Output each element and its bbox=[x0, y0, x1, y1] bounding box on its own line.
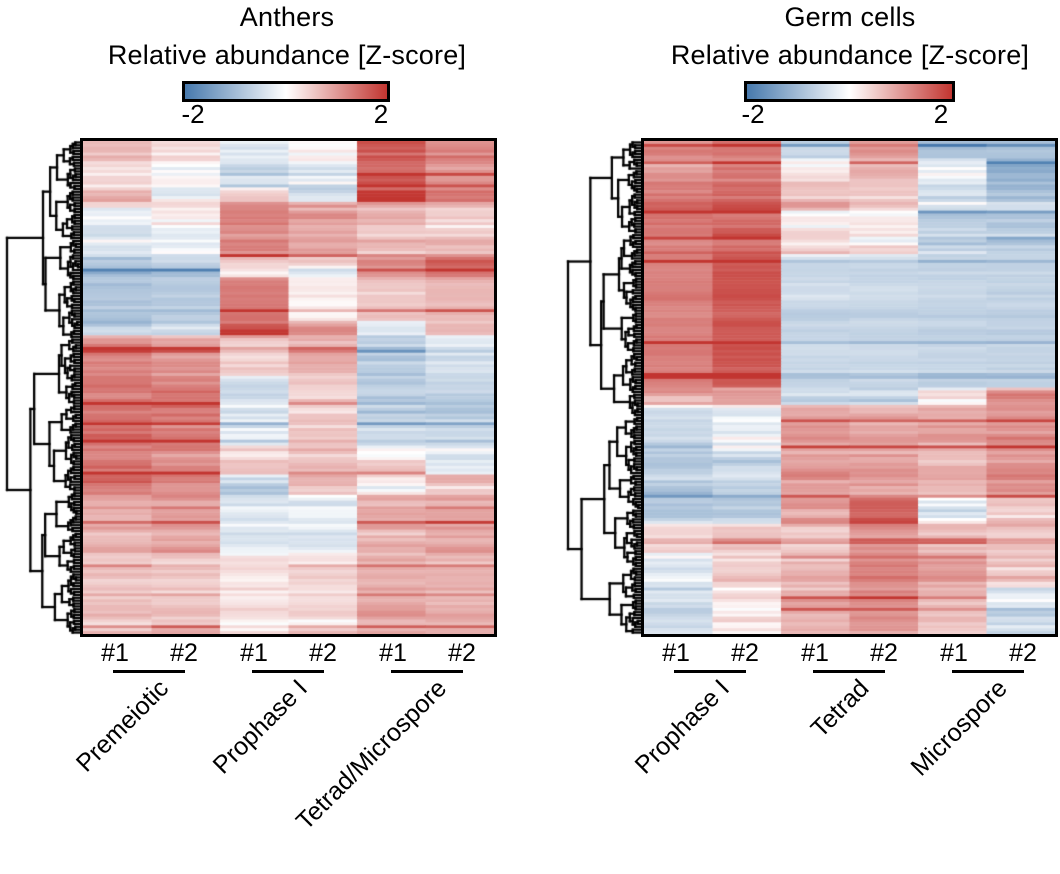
replicate-label: #2 bbox=[309, 639, 337, 667]
replicate-label: #1 bbox=[379, 639, 407, 667]
group-underline bbox=[813, 670, 885, 673]
colorbar-title: Relative abundance [Z-score] bbox=[107, 40, 467, 70]
panel-title: Anthers bbox=[239, 2, 335, 32]
replicate-label: #2 bbox=[1009, 639, 1037, 667]
group-underline bbox=[952, 670, 1024, 673]
replicate-label: #1 bbox=[101, 639, 129, 667]
group-underline bbox=[391, 670, 463, 673]
group-label: Prophase I bbox=[629, 674, 735, 780]
colorbar-title: Relative abundance [Z-score] bbox=[670, 40, 1030, 70]
row-dendrogram bbox=[564, 138, 641, 637]
group-label: Microspore bbox=[905, 674, 1013, 782]
heatmap bbox=[80, 138, 497, 637]
replicate-label: #1 bbox=[240, 639, 268, 667]
row-dendrogram bbox=[3, 138, 80, 637]
group-underline bbox=[113, 670, 185, 673]
group-label: Prophase I bbox=[207, 674, 313, 780]
heatmap-canvas bbox=[83, 141, 494, 634]
colorbar-tick-max: 2 bbox=[373, 99, 389, 129]
group-underline bbox=[252, 670, 324, 673]
colorbar-tick-min: -2 bbox=[181, 99, 205, 129]
colorbar-gradient bbox=[744, 81, 955, 102]
group-label: Tetrad bbox=[805, 674, 874, 744]
replicate-label: #2 bbox=[870, 639, 898, 667]
colorbar-tick-min: -2 bbox=[741, 99, 765, 129]
group-label: Premeiotic bbox=[70, 674, 174, 778]
replicate-label: #1 bbox=[940, 639, 968, 667]
replicate-label: #2 bbox=[731, 639, 759, 667]
replicate-label: #2 bbox=[170, 639, 198, 667]
group-underline bbox=[674, 670, 746, 673]
heatmap-canvas bbox=[644, 141, 1055, 634]
replicate-label: #1 bbox=[801, 639, 829, 667]
replicate-label: #1 bbox=[662, 639, 690, 667]
replicate-label: #2 bbox=[448, 639, 476, 667]
panel-title: Germ cells bbox=[784, 2, 916, 32]
heatmap bbox=[641, 138, 1058, 637]
colorbar-gradient bbox=[182, 81, 390, 102]
group-label: Tetrad/Microspore bbox=[290, 674, 452, 836]
colorbar-tick-max: 2 bbox=[933, 99, 949, 129]
